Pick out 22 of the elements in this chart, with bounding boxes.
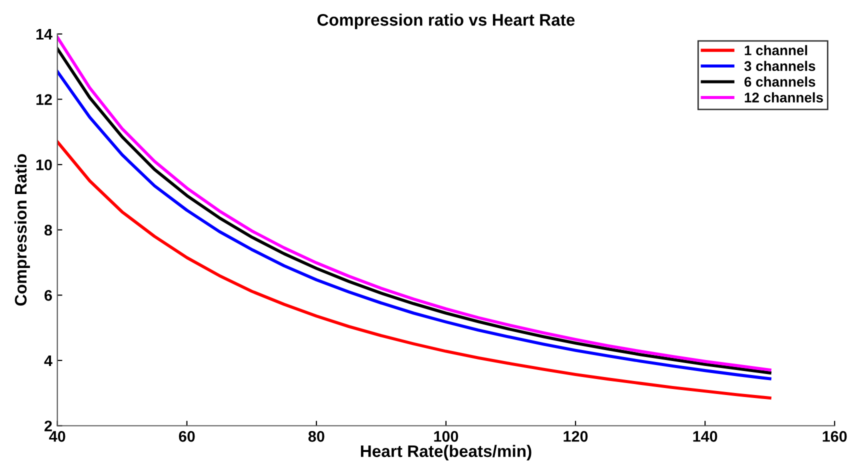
chart-title: Compression ratio vs Heart Rate bbox=[317, 14, 575, 30]
legend-label: 6 channels bbox=[744, 76, 816, 87]
x-tick-label: 100 bbox=[434, 431, 458, 442]
x-tick-label: 120 bbox=[564, 431, 588, 442]
y-tick-label: 4 bbox=[44, 355, 52, 366]
x-axis-title: Heart Rate(beats/min) bbox=[360, 444, 532, 460]
legend-label: 1 channel bbox=[744, 45, 808, 56]
x-tick-label: 140 bbox=[693, 431, 718, 442]
legend-label: 3 channels bbox=[744, 60, 816, 72]
y-tick-label: 14 bbox=[36, 29, 52, 40]
x-tick-label: 40 bbox=[49, 431, 66, 442]
y-tick-label: 8 bbox=[44, 224, 52, 236]
x-tick-label: 160 bbox=[822, 431, 847, 442]
y-tick-label: 2 bbox=[44, 420, 52, 432]
y-tick-label: 10 bbox=[36, 159, 52, 170]
x-tick-label: 80 bbox=[308, 431, 324, 442]
y-tick-label: 6 bbox=[44, 290, 52, 301]
legend-label: 12 channels bbox=[744, 92, 823, 102]
y-tick-label: 12 bbox=[36, 94, 52, 105]
x-tick-label: 60 bbox=[178, 431, 195, 442]
line-series bbox=[57, 140, 772, 400]
y-axis-title: Compression Ratio bbox=[14, 154, 30, 306]
